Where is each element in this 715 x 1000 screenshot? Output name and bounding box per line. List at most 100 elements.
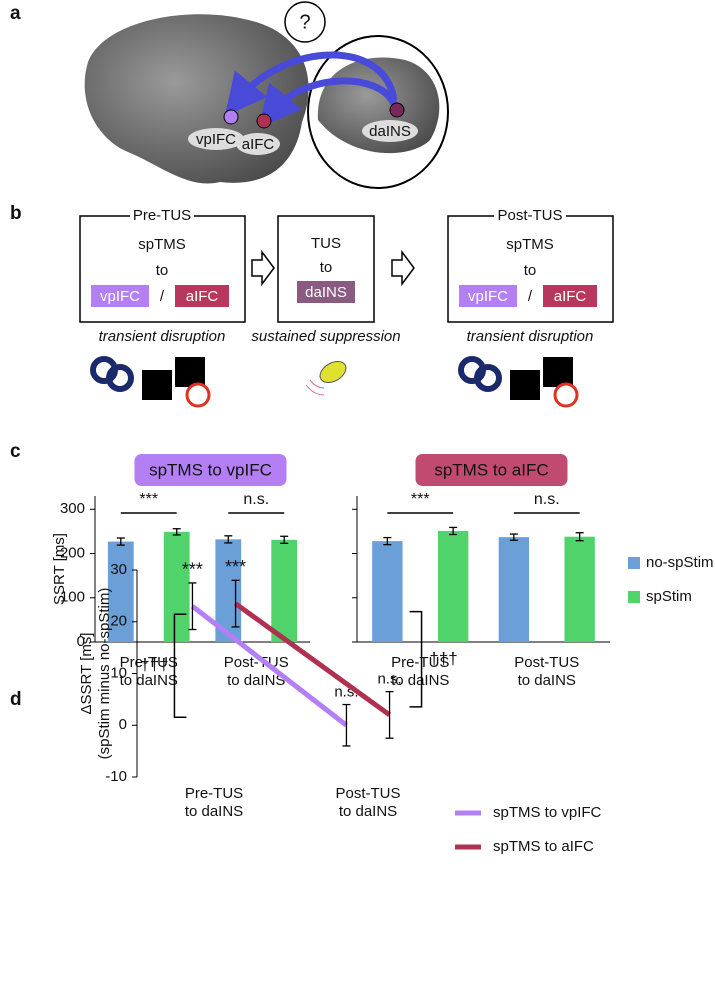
panel-label: a <box>10 3 21 24</box>
series-line <box>234 601 392 717</box>
bar <box>107 541 134 642</box>
y-tick-label: 0 <box>77 633 85 650</box>
step-to: to <box>320 259 333 276</box>
y-axis-label: ΔSSRT [ms] <box>78 633 95 715</box>
step-title: Pre-TUS <box>133 207 191 224</box>
tms-icon <box>90 356 211 408</box>
bar <box>564 536 595 642</box>
target-bg <box>543 285 597 307</box>
x-tick-label-box: Post-TUS to daINS <box>335 785 401 820</box>
target-bg <box>459 285 517 307</box>
target-bg <box>175 285 229 307</box>
region-dot <box>389 102 405 118</box>
panel-label: b <box>10 203 22 224</box>
separator: / <box>528 288 533 305</box>
x-tick-label-box: Pre-TUS to daINS <box>184 785 244 820</box>
y-tick-label: 30 <box>110 561 127 578</box>
target: vpIFC <box>468 288 508 305</box>
step-method: spTMS <box>506 236 554 253</box>
tus-waves <box>305 379 325 396</box>
x-tick-label-box: Post-TUS to daINS <box>514 654 580 689</box>
region-label: aIFC <box>242 136 275 153</box>
title-bg <box>134 454 287 486</box>
step-title: TUS <box>311 235 341 252</box>
x-tick-label-box: Pre-TUS to daINS <box>119 654 178 689</box>
significance-label: *** <box>182 560 203 580</box>
x-tick-label-box: Pre-TUS to daINS <box>391 654 450 689</box>
step-caption: transient disruption <box>467 328 594 345</box>
step-title: Post-TUS <box>497 207 562 224</box>
step-to: to <box>156 262 169 279</box>
dagger-label: ††† <box>140 655 168 674</box>
bar <box>498 537 530 642</box>
target: daINS <box>305 284 347 301</box>
region-label: daINS <box>369 123 411 140</box>
legend-label: spTMS to aIFC <box>493 838 594 855</box>
target: aIFC <box>186 288 219 305</box>
x-tick-label: Pre-TUS to daINS <box>184 785 244 820</box>
title-bg <box>494 206 566 226</box>
x-tick-label: Pre-TUS to daINS <box>119 654 178 689</box>
step-box <box>277 215 375 323</box>
arrow <box>224 51 398 117</box>
separator: / <box>160 288 165 305</box>
question: ? <box>299 11 310 33</box>
legend-swatch <box>628 591 640 603</box>
target: vpIFC <box>100 288 140 305</box>
legend-label: no-spStim <box>646 554 714 571</box>
y-axis-label: SSRT [ms] <box>51 533 68 605</box>
target-bg <box>91 285 149 307</box>
region-dot <box>223 109 239 125</box>
dagger-bracket <box>409 610 423 708</box>
label-bg <box>236 133 280 155</box>
label-bg <box>362 120 418 142</box>
y-tick-label: 200 <box>60 544 85 561</box>
y-axis-note: (spStim minus no-spStim) <box>96 588 113 760</box>
x-tick-label: Post-TUS to daINS <box>223 654 289 689</box>
chart-title: spTMS to vpIFC <box>149 460 272 479</box>
significance-label: *** <box>411 491 430 508</box>
region-label: vpIFC <box>196 131 236 148</box>
legend-swatch <box>628 557 640 569</box>
y-tick-label: 20 <box>110 613 127 630</box>
arrow <box>258 77 398 129</box>
y-tick-label: -10 <box>105 768 127 785</box>
series-line <box>190 604 348 728</box>
bar <box>437 530 469 642</box>
flow-arrow <box>251 249 275 287</box>
step-caption: sustained suppression <box>251 328 400 345</box>
significance-label: *** <box>139 491 158 508</box>
step-caption: transient disruption <box>99 328 226 345</box>
dagger-label: ††† <box>429 649 457 668</box>
title-bg <box>415 454 568 486</box>
tms-icon <box>458 356 579 408</box>
panel-label: c <box>10 441 21 462</box>
x-tick-label: Post-TUS to daINS <box>335 785 401 820</box>
label-bg <box>188 128 244 150</box>
significance-label: n.s. <box>377 671 401 688</box>
x-tick-label: Post-TUS to daINS <box>514 654 580 689</box>
title-bg <box>130 206 194 226</box>
significance-label: *** <box>225 557 246 577</box>
significance-label: n.s. <box>243 491 269 508</box>
step-to: to <box>524 262 537 279</box>
bar <box>163 531 190 642</box>
question-circle <box>284 1 326 43</box>
dagger-bracket <box>173 613 187 718</box>
chart-title: spTMS to aIFC <box>434 460 548 479</box>
bar <box>271 539 298 642</box>
y-tick-label: 10 <box>110 664 127 681</box>
flow-arrow <box>391 249 415 287</box>
significance-label: n.s. <box>534 491 560 508</box>
bar <box>372 541 403 642</box>
step-method: spTMS <box>138 236 186 253</box>
x-tick-label: Pre-TUS to daINS <box>391 654 450 689</box>
brain-lateral <box>84 14 309 184</box>
target-bg <box>297 281 355 303</box>
tus-icon <box>319 361 347 383</box>
target: aIFC <box>554 288 587 305</box>
legend-label: spTMS to vpIFC <box>493 804 602 821</box>
panel-label: d <box>10 689 22 710</box>
y-tick-label: 300 <box>60 500 85 517</box>
y-tick-label: 100 <box>60 589 85 606</box>
